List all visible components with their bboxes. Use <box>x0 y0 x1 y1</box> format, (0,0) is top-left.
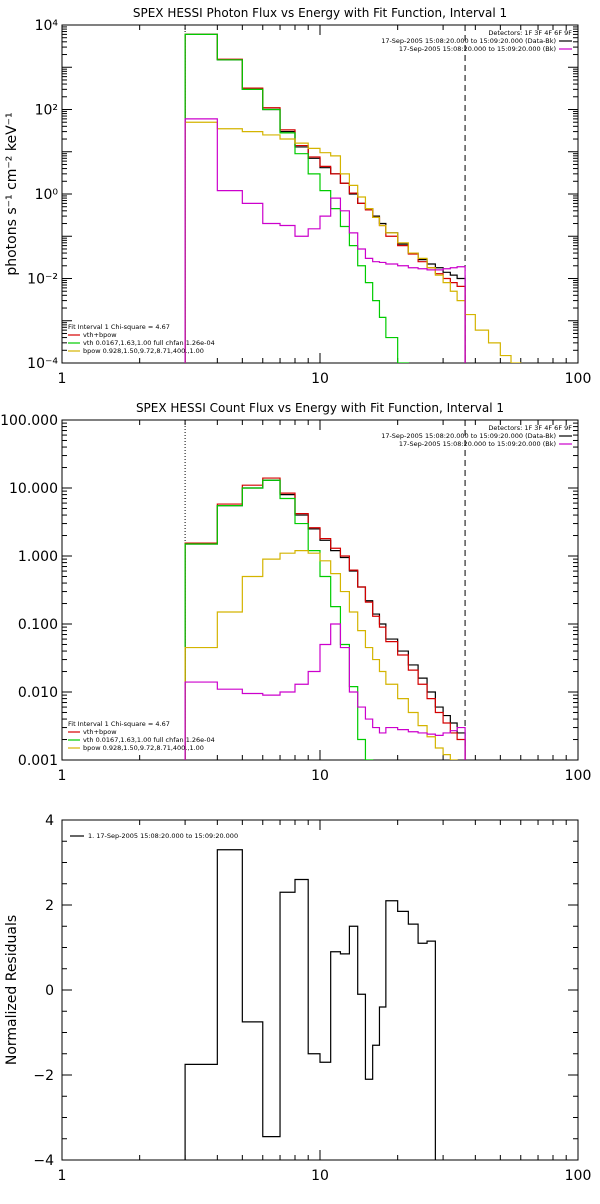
y-tick-label: 4 <box>45 813 54 829</box>
fit-header: Fit Interval 1 Chi-square = 4.67 <box>68 720 170 728</box>
x-tick-label: 100 <box>565 768 592 784</box>
y-tick-label: 1.000 <box>18 549 58 565</box>
plot-frame <box>61 819 579 1161</box>
y-tick-label: 10⁰ <box>35 187 59 203</box>
series-bpow-line <box>184 121 522 363</box>
legend-top-entry: 17-Sep-2005 15:08:20.000 to 15:09:20.000… <box>399 440 556 448</box>
y-tick-label: −4 <box>33 1153 54 1169</box>
series-data-line <box>184 849 436 1160</box>
y-tick-label: 10⁻² <box>27 272 58 288</box>
legend-bottom-entry: vth+bpow <box>83 331 117 339</box>
fit-header: Fit Interval 1 Chi-square = 4.67 <box>68 323 170 331</box>
plot-frame <box>61 24 579 364</box>
y-axis-label: Normalized Residuals <box>4 915 20 1065</box>
series-vth-line <box>184 479 374 760</box>
y-tick-label: 10⁴ <box>35 18 59 34</box>
y-tick-label: 100.000 <box>0 413 58 429</box>
y-tick-label: 2 <box>45 898 54 914</box>
series-vth-line <box>184 33 409 363</box>
chart-title: SPEX HESSI Photon Flux vs Energy with Fi… <box>133 6 507 20</box>
series-bpow-line <box>184 550 458 760</box>
series-data-line <box>184 479 466 760</box>
residual-legend-label: 1. 17-Sep-2005 15:08:20.000 to 15:09:20.… <box>88 832 238 840</box>
series-total-line <box>184 477 466 760</box>
x-tick-label: 10 <box>311 371 329 387</box>
y-tick-label: 10.000 <box>9 481 58 497</box>
x-tick-label: 1 <box>58 1168 67 1184</box>
series-background_spectrum-line <box>184 623 466 760</box>
legend-top-entry: 17-Sep-2005 15:08:20.000 to 15:09:20.000… <box>381 37 556 45</box>
chart-title: SPEX HESSI Count Flux vs Energy with Fit… <box>136 401 504 415</box>
x-tick-label: 100 <box>565 371 592 387</box>
detectors-label: Detectors: 1F 3F 4F 6F 9F <box>488 424 572 432</box>
x-tick-label: 1 <box>58 768 67 784</box>
y-tick-label: 10⁻⁴ <box>27 356 58 372</box>
y-axis-label: photons s⁻¹ cm⁻² keV⁻¹ <box>4 112 20 275</box>
y-tick-label: 0.001 <box>18 753 58 769</box>
y-tick-label: 0.100 <box>18 617 58 633</box>
plot-frame <box>61 419 579 761</box>
legend-bottom-entry: vth 0.0167,1.63,1.00 full chfan 1.26e-04 <box>83 339 215 347</box>
legend-top-entry: 17-Sep-2005 15:08:20.000 to 15:09:20.000… <box>399 45 556 53</box>
legend-bottom-entry: vth 0.0167,1.63,1.00 full chfan 1.26e-04 <box>83 736 215 744</box>
legend-top-entry: 17-Sep-2005 15:08:20.000 to 15:09:20.000… <box>381 432 556 440</box>
x-tick-label: 10 <box>311 768 329 784</box>
y-tick-label: 10² <box>35 103 58 119</box>
legend-bottom-entry: bpow 0.928,1.50,9.72,8.71,400.,1.00 <box>83 744 204 752</box>
y-tick-label: −2 <box>33 1068 54 1084</box>
y-tick-label: 0.010 <box>18 685 58 701</box>
y-tick-label: 0 <box>45 983 54 999</box>
legend-bottom-entry: vth+bpow <box>83 728 117 736</box>
series-data-line <box>184 33 466 363</box>
series-background_spectrum-line <box>184 118 466 363</box>
legend-bottom-entry: bpow 0.928,1.50,9.72,8.71,400.,1.00 <box>83 347 204 355</box>
detectors-label: Detectors: 1F 3F 4F 6F 9F <box>488 29 572 37</box>
series-total-line <box>184 33 466 363</box>
x-tick-label: 10 <box>311 1168 329 1184</box>
x-tick-label: 1 <box>58 371 67 387</box>
x-tick-label: 100 <box>565 1168 592 1184</box>
